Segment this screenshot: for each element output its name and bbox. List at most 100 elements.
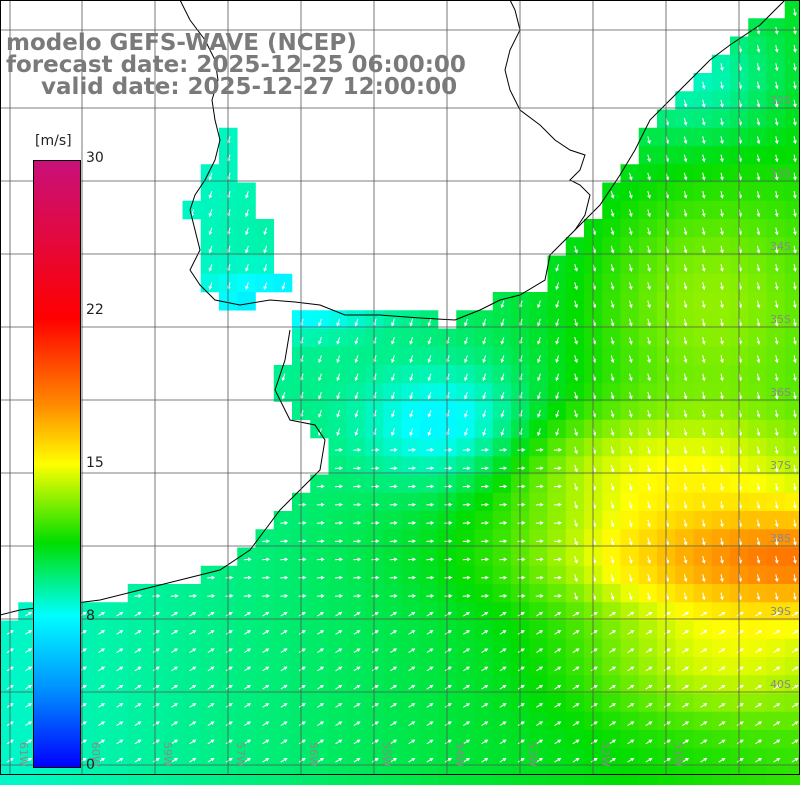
wind-arrow	[244, 666, 252, 672]
wind-arrow	[647, 336, 651, 345]
wind-arrow	[427, 391, 432, 400]
wind-arrow	[774, 464, 779, 473]
wind-arrow	[572, 648, 580, 654]
wind-arrow	[720, 482, 724, 491]
wind-arrow	[517, 521, 526, 525]
wind-arrow	[444, 484, 453, 489]
wind-arrow	[334, 521, 344, 525]
wind-speed-cell	[730, 766, 749, 786]
wind-speed-cell	[602, 675, 621, 694]
wind-arrow	[609, 630, 617, 635]
wind-speed-cell	[328, 657, 348, 676]
wind-arrow	[98, 757, 106, 763]
wind-speed-cell	[547, 328, 567, 348]
wind-arrow	[280, 648, 288, 654]
wind-speed-cell	[310, 346, 329, 366]
wind-arrow	[389, 484, 398, 489]
wind-speed-cell	[529, 511, 548, 530]
wind-arrow	[736, 630, 744, 635]
wind-speed-cell	[127, 748, 147, 767]
wind-arrow	[482, 373, 487, 382]
wind-arrow	[572, 611, 580, 617]
wind-arrow	[208, 191, 213, 199]
wind-arrow	[207, 684, 215, 690]
wind-arrow	[683, 428, 688, 437]
lon-label: 56W	[307, 742, 320, 767]
wind-speed-cell	[419, 401, 439, 421]
wind-arrow	[427, 410, 432, 418]
wind-speed-cell	[383, 584, 402, 603]
wind-speed-cell	[456, 730, 475, 749]
wind-arrow	[610, 209, 615, 218]
wind-arrow	[682, 648, 690, 654]
wind-speed-cell	[328, 492, 348, 512]
wind-arrow	[683, 501, 688, 510]
wind-speed-cell	[474, 529, 494, 548]
wind-arrow	[627, 684, 635, 690]
wind-arrow	[463, 611, 471, 617]
wind-speed-cell	[784, 748, 800, 767]
wind-speed-cell	[401, 328, 421, 348]
wind-speed-cell	[766, 602, 786, 621]
wind-arrow	[665, 190, 670, 199]
wind-speed-cell	[346, 419, 366, 439]
wind-arrow	[116, 757, 124, 763]
wind-speed-cell	[310, 675, 329, 694]
wind-arrow	[280, 757, 288, 763]
wind-arrow	[756, 336, 761, 345]
wind-arrow	[701, 99, 706, 108]
wind-arrow	[720, 391, 724, 400]
wind-arrow	[408, 611, 416, 617]
wind-arrow	[500, 355, 505, 364]
wind-arrow	[665, 154, 670, 163]
wind-arrow	[152, 684, 160, 690]
wind-speed-cell	[784, 73, 800, 92]
wind-speed-cell	[529, 328, 548, 348]
wind-arrow	[444, 721, 452, 727]
lat-label: 34S	[770, 240, 791, 253]
wind-arrow	[298, 557, 307, 562]
wind-speed-cell	[565, 693, 585, 713]
wind-speed-cell	[255, 638, 275, 658]
wind-arrow	[480, 557, 490, 562]
wind-arrow	[774, 446, 779, 455]
wind-arrow	[720, 501, 724, 510]
wind-speed-cell	[164, 711, 183, 731]
wind-arrow	[390, 611, 398, 617]
wind-speed-cell	[401, 383, 421, 402]
wind-arrow	[390, 703, 398, 708]
colorbar-tick: 15	[86, 455, 104, 471]
wind-arrow	[298, 594, 307, 598]
wind-arrow	[262, 739, 270, 745]
wind-arrow	[738, 373, 743, 382]
wind-arrow	[262, 684, 270, 690]
wind-arrow	[756, 409, 761, 418]
wind-arrow	[25, 611, 33, 617]
wind-arrow	[755, 630, 763, 635]
wind-arrow	[774, 300, 779, 309]
wind-speed-cell	[200, 730, 220, 749]
wind-arrow	[553, 502, 563, 507]
wind-speed-cell	[492, 565, 512, 585]
wind-speed-cell	[0, 730, 19, 749]
wind-speed-cell	[18, 602, 37, 621]
wind-arrow	[262, 611, 270, 617]
wind-arrow	[683, 391, 688, 400]
wind-arrow	[317, 648, 325, 654]
wind-arrow	[774, 8, 779, 17]
wind-arrow	[755, 721, 763, 727]
wind-arrow	[665, 136, 670, 145]
wind-arrow	[116, 721, 124, 727]
wind-speed-cell	[474, 675, 494, 694]
wind-speed-cell	[620, 693, 640, 713]
wind-arrow	[480, 521, 490, 525]
wind-arrow	[244, 611, 252, 617]
wind-arrow	[371, 575, 380, 580]
wind-arrow	[444, 703, 452, 708]
wind-speed-cell	[456, 346, 475, 366]
wind-speed-cell	[182, 657, 202, 676]
wind-arrow	[298, 684, 306, 690]
wind-speed-cell	[784, 657, 800, 676]
wind-speed-cell	[547, 657, 567, 676]
wind-arrow	[517, 666, 525, 672]
